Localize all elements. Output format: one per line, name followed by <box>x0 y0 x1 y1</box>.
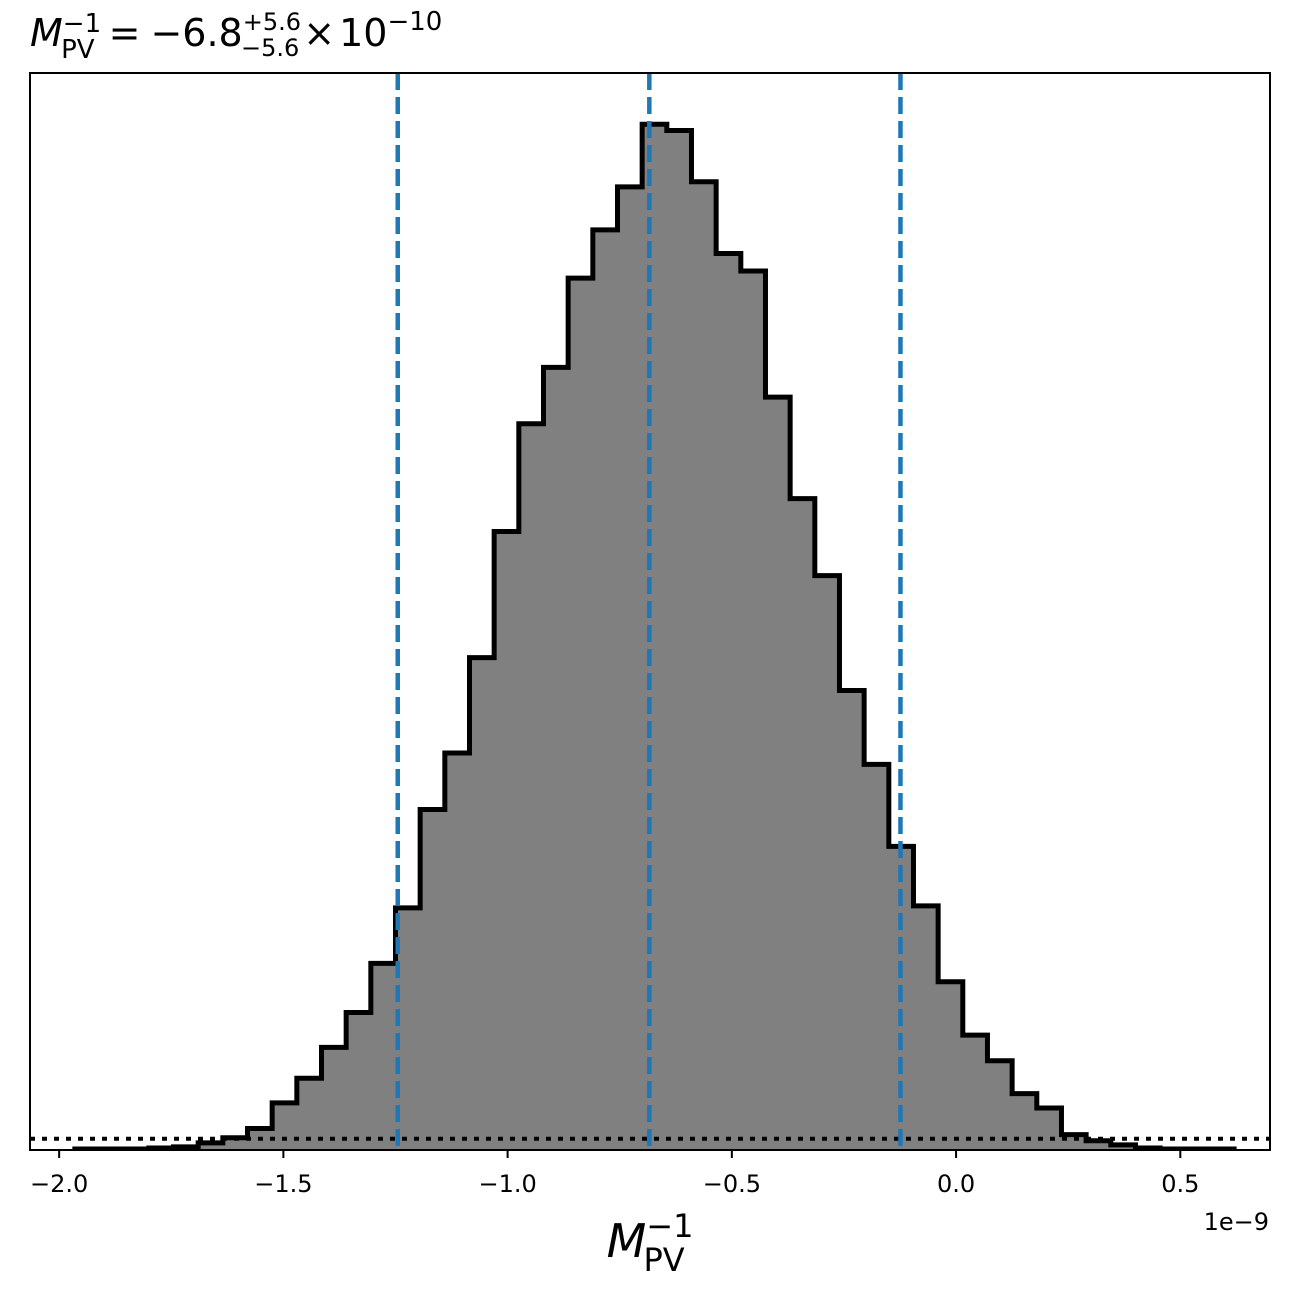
histogram-bar <box>617 186 643 1150</box>
histogram-bar <box>716 253 742 1150</box>
histogram-bar <box>1036 1107 1063 1150</box>
histogram-bar <box>814 575 841 1150</box>
title-subscript: PV <box>61 35 95 65</box>
xlabel-subscript: PV <box>643 1241 684 1279</box>
histogram-outline <box>72 121 1237 1150</box>
x-axis-label: M−1 PV <box>607 1207 694 1279</box>
title-equals: = <box>109 11 141 55</box>
histogram-bar <box>568 278 594 1150</box>
histogram-bar <box>642 124 668 1150</box>
x-offset-label: 1e−9 <box>1204 1208 1269 1236</box>
axes-frame <box>29 72 1271 1151</box>
x-tick-label: −1.0 <box>478 1170 536 1198</box>
title-upper-err: +5.6 <box>243 8 301 36</box>
title-value: −6.8 <box>150 11 242 55</box>
histogram-bar <box>420 809 446 1150</box>
histogram-bar <box>346 1012 372 1150</box>
xlabel-symbol: M <box>607 1214 647 1268</box>
histogram-bar <box>494 531 520 1150</box>
histogram-bar <box>272 1102 298 1150</box>
x-tick-label: 0.5 <box>1161 1170 1199 1198</box>
histogram-bar <box>765 397 791 1150</box>
histogram-bar <box>740 270 767 1150</box>
histogram-bar <box>962 1035 989 1150</box>
histogram-bar <box>1012 1093 1038 1150</box>
histogram-bar <box>321 1047 347 1150</box>
chart-title: M−1 PV = −6.8+5.6 −5.6 × 10−10 <box>30 7 442 65</box>
x-axis-ticks: −2.0 −1.5 −1.0 −0.5 0.0 0.5 <box>30 1150 1199 1198</box>
histogram-bar <box>666 130 693 1150</box>
x-tick-label: −2.0 <box>30 1170 88 1198</box>
title-superscript: −1 <box>63 9 101 39</box>
histogram-bar <box>518 423 545 1150</box>
histogram-bar <box>864 764 890 1150</box>
title-base: 10 <box>339 11 387 55</box>
x-tick-label: −0.5 <box>703 1170 761 1198</box>
histogram-bar <box>987 1060 1013 1150</box>
histogram-bar <box>913 905 939 1150</box>
histogram-bar <box>839 690 865 1150</box>
quantile-lines <box>395 73 903 1150</box>
histogram-bar <box>198 1142 224 1150</box>
x-tick-label: −1.5 <box>254 1170 312 1198</box>
histogram-bar <box>790 498 816 1150</box>
histogram-bar <box>691 181 717 1150</box>
histogram-bar <box>1086 1140 1112 1150</box>
histogram-bar <box>370 963 397 1150</box>
title-exponent: −10 <box>387 7 442 37</box>
histogram-bar <box>222 1137 249 1150</box>
histogram-bars <box>74 124 1235 1150</box>
histogram-bar <box>1110 1144 1137 1150</box>
x-tick-label: 0.0 <box>937 1170 975 1198</box>
histogram-bar <box>938 981 964 1150</box>
histogram-bar <box>592 229 619 1150</box>
histogram-bar <box>469 657 495 1150</box>
histogram-bar <box>543 367 569 1150</box>
histogram-bar <box>444 753 471 1150</box>
title-lower-err: −5.6 <box>241 34 299 62</box>
title-symbol: M <box>30 11 63 55</box>
xlabel-superscript: −1 <box>646 1207 693 1245</box>
histogram-bar <box>1061 1134 1087 1150</box>
title-times: × <box>303 11 335 55</box>
